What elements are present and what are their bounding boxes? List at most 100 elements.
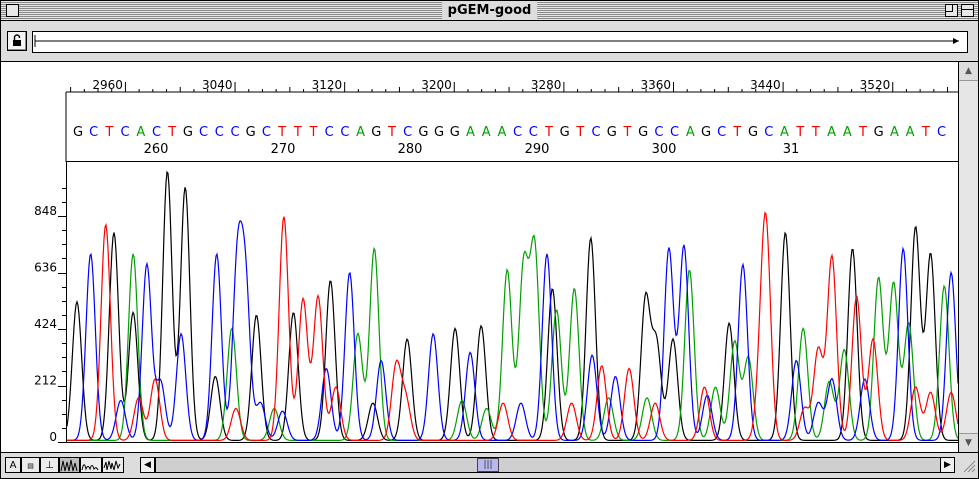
base-position: 300 bbox=[652, 142, 677, 157]
base-call: A bbox=[827, 125, 836, 140]
base-call: T bbox=[309, 125, 318, 140]
traces bbox=[66, 170, 958, 442]
base-call: A bbox=[780, 125, 789, 140]
base-position: 270 bbox=[271, 142, 296, 157]
base-call: T bbox=[811, 125, 820, 140]
base-call: C bbox=[529, 125, 538, 140]
base-call: T bbox=[795, 125, 804, 140]
ruler-label: 2960 bbox=[92, 78, 123, 92]
scan-ruler: 2960 3040 3120 3200 3280 3360 3440 3520 bbox=[66, 78, 958, 93]
base-call: C bbox=[592, 125, 601, 140]
base-call: G bbox=[73, 125, 83, 140]
raw-view-tool[interactable] bbox=[80, 457, 102, 473]
scroll-right-button[interactable]: ▶ bbox=[940, 457, 955, 473]
lock-button[interactable] bbox=[7, 31, 27, 51]
title-bar[interactable]: pGEM-good bbox=[1, 1, 978, 21]
y-tick-label: 636 bbox=[34, 261, 57, 275]
resize-grip[interactable] bbox=[961, 457, 976, 473]
arrow-left-icon: ◀ bbox=[144, 460, 151, 470]
base-call: T bbox=[623, 125, 632, 140]
ruler-label: 3120 bbox=[312, 78, 343, 92]
base-call: G bbox=[638, 125, 648, 140]
base-position: 290 bbox=[525, 142, 550, 157]
zoom-box[interactable] bbox=[945, 4, 958, 17]
base-call: G bbox=[701, 125, 711, 140]
arrow-right-icon: ▶ bbox=[944, 460, 951, 470]
base-call: C bbox=[717, 125, 726, 140]
baseline-tool[interactable]: ⊥ bbox=[40, 457, 59, 473]
y-tick-label: 0 bbox=[49, 430, 57, 444]
base-call: G bbox=[183, 125, 193, 140]
base-call: C bbox=[513, 125, 522, 140]
base-call: C bbox=[152, 125, 161, 140]
base-call: T bbox=[921, 125, 930, 140]
baseline-icon: ⊥ bbox=[45, 460, 54, 471]
bottom-toolbar: A ▤ ⊥ ||| ◀ ▶ bbox=[1, 452, 978, 478]
lock-icon bbox=[13, 34, 21, 46]
collapse-box[interactable] bbox=[961, 4, 974, 17]
base-call: T bbox=[387, 125, 396, 140]
base-call: C bbox=[937, 125, 946, 140]
base-call: C bbox=[403, 125, 412, 140]
base-position: 260 bbox=[144, 142, 169, 157]
base-call: G bbox=[434, 125, 444, 140]
base-call: G bbox=[748, 125, 758, 140]
base-call: C bbox=[230, 125, 239, 140]
close-box[interactable] bbox=[6, 4, 19, 17]
base-call: G bbox=[246, 125, 256, 140]
toolbar bbox=[1, 21, 978, 62]
y-tick-label: 424 bbox=[34, 317, 57, 331]
sequence-view-tool[interactable]: ▤ bbox=[21, 457, 40, 473]
base-call: C bbox=[654, 125, 663, 140]
base-call: G bbox=[418, 125, 428, 140]
range-selector[interactable] bbox=[32, 31, 968, 53]
base-call: T bbox=[277, 125, 286, 140]
base-call: C bbox=[199, 125, 208, 140]
base-call: G bbox=[450, 125, 460, 140]
scroll-up-button[interactable]: ▲ bbox=[959, 62, 978, 81]
scroll-down-button[interactable]: ▼ bbox=[959, 433, 978, 452]
base-call: T bbox=[732, 125, 741, 140]
base-call: T bbox=[293, 125, 302, 140]
horizontal-scrollbar[interactable]: ||| bbox=[155, 457, 948, 473]
base-call: G bbox=[607, 125, 617, 140]
noise-icon bbox=[103, 460, 121, 471]
base-call: T bbox=[167, 125, 176, 140]
ruler-label: 3440 bbox=[750, 78, 781, 92]
vertical-scrollbar[interactable]: ▲ ▼ bbox=[958, 62, 978, 452]
scroll-left-button[interactable]: ◀ bbox=[140, 457, 155, 473]
base-call: A bbox=[890, 125, 899, 140]
text-view-tool[interactable]: A bbox=[5, 457, 21, 473]
trace-g bbox=[66, 170, 958, 441]
y-tick-label: 848 bbox=[34, 204, 57, 218]
base-call: G bbox=[874, 125, 884, 140]
base-call: T bbox=[575, 125, 584, 140]
base-position: 280 bbox=[398, 142, 423, 157]
noise-view-tool[interactable] bbox=[102, 457, 124, 473]
bases-icon: ▤ bbox=[27, 462, 34, 470]
base-call: T bbox=[858, 125, 867, 140]
scroll-thumb[interactable]: ||| bbox=[477, 458, 499, 472]
trace-t bbox=[67, 211, 958, 441]
base-call: A bbox=[482, 125, 491, 140]
base-call: C bbox=[215, 125, 224, 140]
base-call: A bbox=[136, 125, 145, 140]
base-call: G bbox=[560, 125, 570, 140]
base-call: C bbox=[325, 125, 334, 140]
base-call: G bbox=[371, 125, 381, 140]
base-call: T bbox=[104, 125, 113, 140]
text-a-icon: A bbox=[9, 460, 17, 471]
base-call: A bbox=[906, 125, 915, 140]
base-position: 31 bbox=[783, 142, 800, 157]
peaks-icon bbox=[60, 459, 78, 472]
base-call: C bbox=[121, 125, 130, 140]
ruler-label: 3280 bbox=[531, 78, 562, 92]
ruler-label: 3520 bbox=[860, 78, 891, 92]
peaks-view-tool[interactable] bbox=[59, 457, 80, 473]
base-call: A bbox=[686, 125, 695, 140]
raw-wave-icon bbox=[81, 464, 99, 471]
resize-grip-icon bbox=[963, 460, 976, 473]
